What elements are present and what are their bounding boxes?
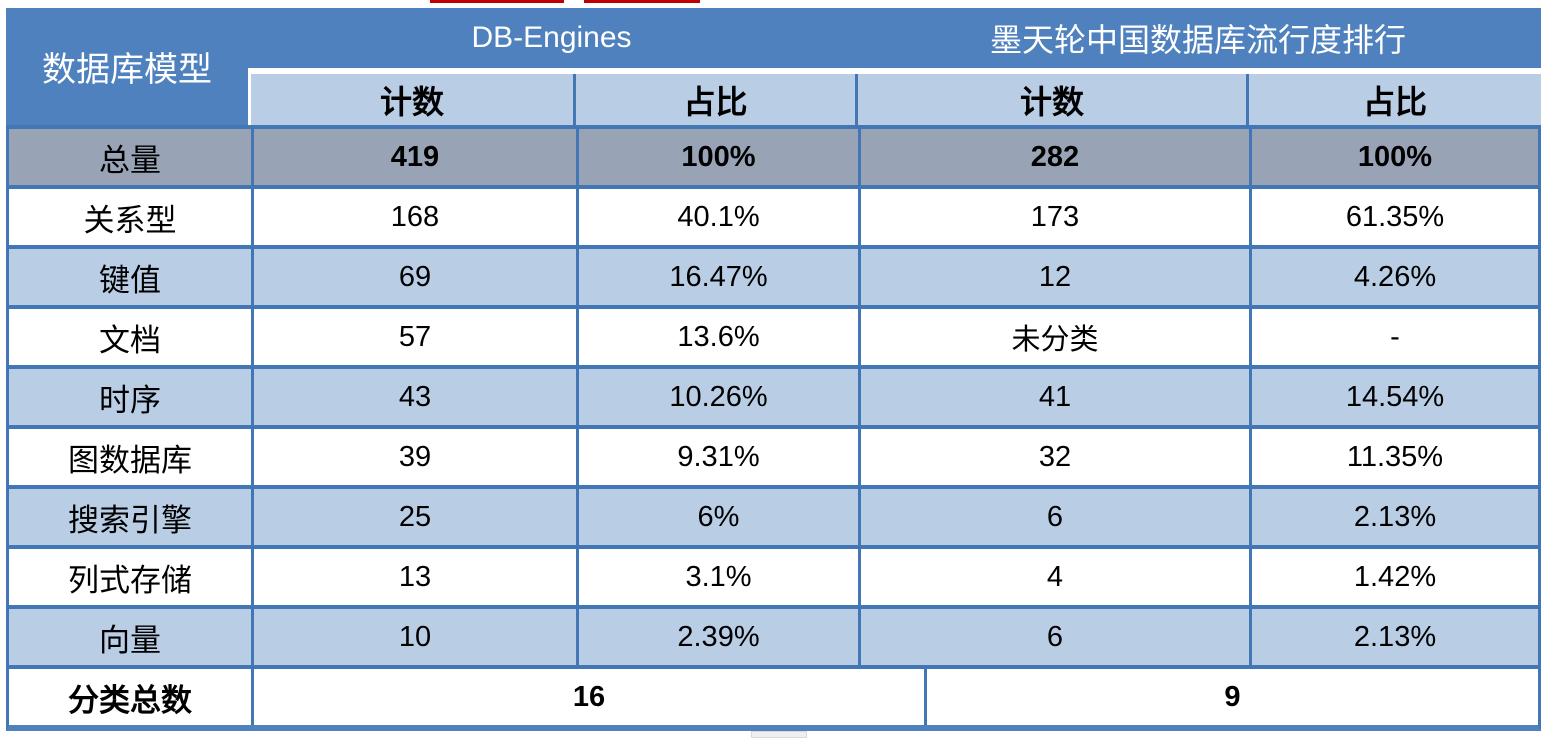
red-underline-artifact — [430, 0, 564, 3]
red-underline-artifact — [584, 0, 700, 3]
cell-value: 57 — [251, 309, 576, 365]
table-row: 键值 69 16.47% 12 4.26% — [9, 249, 1538, 309]
table-row: 图数据库 39 9.31% 32 11.35% — [9, 429, 1538, 489]
row-label: 总量 — [99, 142, 161, 178]
row-label: 键值 — [99, 262, 161, 298]
table-header: 数据库模型 DB-Engines 墨天轮中国数据库流行度排行 计数 占比 计数 … — [6, 8, 1541, 125]
table-row-total: 总量 419 100% 282 100% — [9, 129, 1538, 189]
table-row: 搜索引擎 25 6% 6 2.13% — [9, 489, 1538, 549]
cell-merged-value: 9 — [924, 669, 1538, 725]
cell-value: 419 — [251, 129, 576, 185]
cell-value: 11.35% — [1249, 429, 1538, 485]
cell-value: 未分类 — [858, 309, 1249, 365]
row-label: 关系型 — [83, 202, 177, 238]
cell-value: 6 — [858, 609, 1249, 665]
table-row: 向量 10 2.39% 6 2.13% — [9, 609, 1538, 669]
cell-value: 12 — [858, 249, 1249, 305]
header-gap — [248, 68, 1541, 74]
group-header-db-engines: DB-Engines — [471, 21, 632, 54]
row-label: 时序 — [99, 382, 161, 418]
cell-value: 4.26% — [1249, 249, 1538, 305]
table-row: 关系型 168 40.1% 173 61.35% — [9, 189, 1538, 249]
cell-value: 10 — [251, 609, 576, 665]
row-label: 图数据库 — [68, 442, 192, 478]
cell-value: 4 — [858, 549, 1249, 605]
row-label: 向量 — [99, 622, 161, 658]
row-label: 分类总数 — [68, 682, 192, 718]
cell-value: 3.1% — [576, 549, 858, 605]
cell-value: 13 — [251, 549, 576, 605]
cell-value: 13.6% — [576, 309, 858, 365]
cell-value: 9.31% — [576, 429, 858, 485]
cell-value: 32 — [858, 429, 1249, 485]
cell-value: 14.54% — [1249, 369, 1538, 425]
cell-value: 6 — [858, 489, 1249, 545]
cell-value: 39 — [251, 429, 576, 485]
table-row: 列式存储 13 3.1% 4 1.42% — [9, 549, 1538, 609]
scrollbar-fragment — [751, 731, 807, 738]
sub-header-row: 计数 占比 计数 占比 — [248, 74, 1541, 125]
column-header-count-2: 计数 — [855, 74, 1246, 125]
cell-value: 41 — [858, 369, 1249, 425]
cell-value: 2.39% — [576, 609, 858, 665]
cell-value: 43 — [251, 369, 576, 425]
cell-value: 100% — [1249, 129, 1538, 185]
group-header-row: DB-Engines 墨天轮中国数据库流行度排行 — [248, 8, 1541, 68]
column-header-count-1: 计数 — [248, 74, 573, 125]
row-label: 搜索引擎 — [68, 502, 192, 538]
table-row-footer: 分类总数 16 9 — [9, 669, 1538, 725]
cell-value: 100% — [576, 129, 858, 185]
cell-value: 40.1% — [576, 189, 858, 245]
cell-value: 2.13% — [1249, 489, 1538, 545]
cell-value: 25 — [251, 489, 576, 545]
cell-value: - — [1249, 309, 1538, 365]
row-label: 文档 — [99, 322, 161, 358]
table-row: 文档 57 13.6% 未分类 - — [9, 309, 1538, 369]
column-header-percent-2: 占比 — [1246, 74, 1541, 125]
cell-value: 10.26% — [576, 369, 858, 425]
cell-merged-value: 16 — [251, 669, 924, 725]
cell-value: 1.42% — [1249, 549, 1538, 605]
corner-header-cell: 数据库模型 — [6, 8, 248, 125]
cell-value: 173 — [858, 189, 1249, 245]
cell-value: 168 — [251, 189, 576, 245]
cell-value: 2.13% — [1249, 609, 1538, 665]
column-header-percent-1: 占比 — [573, 74, 855, 125]
row-label: 列式存储 — [68, 562, 192, 598]
table-row: 时序 43 10.26% 41 14.54% — [9, 369, 1538, 429]
cell-value: 6% — [576, 489, 858, 545]
cell-value: 16.47% — [576, 249, 858, 305]
group-header-motianlun: 墨天轮中国数据库流行度排行 — [989, 22, 1406, 58]
cell-value: 61.35% — [1249, 189, 1538, 245]
comparison-table: 数据库模型 DB-Engines 墨天轮中国数据库流行度排行 计数 占比 计数 … — [6, 8, 1541, 731]
table-body: 总量 419 100% 282 100% 关系型 168 40.1% 173 6… — [6, 125, 1541, 731]
cell-value: 69 — [251, 249, 576, 305]
cell-value: 282 — [858, 129, 1249, 185]
